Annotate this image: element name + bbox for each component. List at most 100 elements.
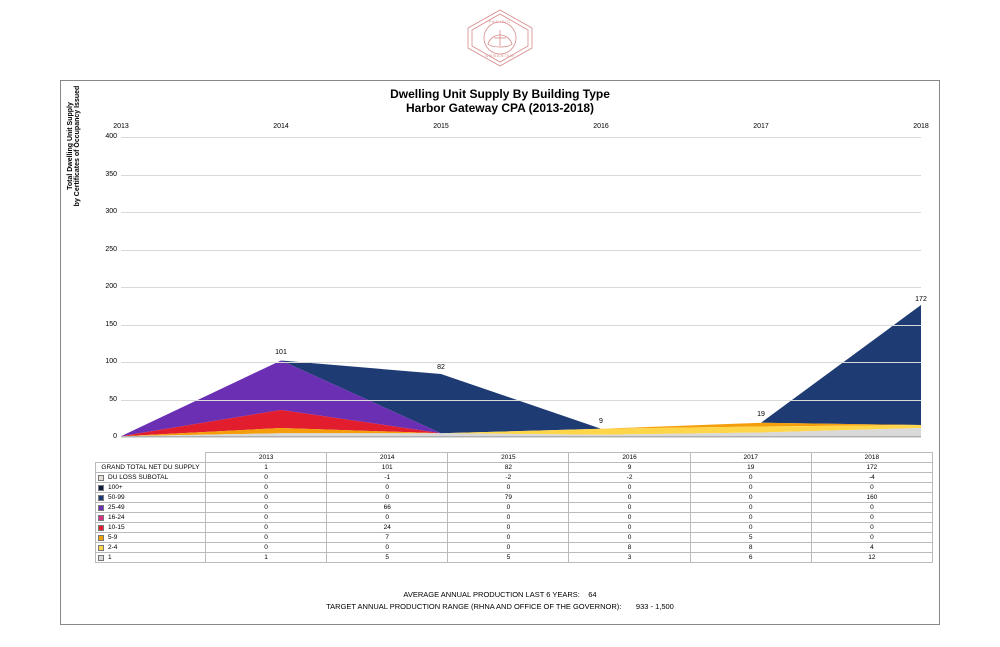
table-cell: 9: [569, 463, 690, 473]
plot: 0501001502002503003504002013201420152016…: [121, 137, 921, 437]
table-row-label: 10-15: [96, 523, 206, 533]
table-row: 16-24000000: [96, 513, 933, 523]
table-cell: 24: [327, 523, 448, 533]
chart-frame: Dwelling Unit Supply By Building Type Ha…: [60, 80, 940, 625]
table-cell: 1: [206, 553, 327, 563]
table-cell: 0: [327, 543, 448, 553]
table-col-header: 2017: [690, 453, 811, 463]
table-cell: 8: [690, 543, 811, 553]
gridline: [121, 137, 921, 138]
footer-target-value: 933 - 1,500: [636, 602, 674, 611]
data-point-label: 19: [757, 411, 765, 418]
table-row-label: GRAND TOTAL NET DU SUPPLY: [96, 463, 206, 473]
table-cell: 5: [448, 553, 569, 563]
table-row: 50-99007900160: [96, 493, 933, 503]
legend-swatch: [98, 485, 104, 491]
table-cell: 160: [811, 493, 932, 503]
logo-text-top: PACIFIC: [489, 19, 511, 24]
table-row: GRAND TOTAL NET DU SUPPLY110182919172: [96, 463, 933, 473]
table-cell: 0: [811, 513, 932, 523]
table-cell: 4: [811, 543, 932, 553]
legend-swatch: [98, 545, 104, 551]
data-table: 201320142015201620172018GRAND TOTAL NET …: [95, 452, 933, 563]
data-point-label: 172: [915, 296, 927, 303]
table-header-row: 201320142015201620172018: [96, 453, 933, 463]
table-row-label: 25-49: [96, 503, 206, 513]
table-cell: 0: [690, 493, 811, 503]
page: PACIFIC URBANISM Dwelling Unit Supply By…: [0, 0, 1000, 647]
gridline: [121, 287, 921, 288]
gridline: [121, 250, 921, 251]
table-cell: 12: [811, 553, 932, 563]
table-cell: -1: [327, 473, 448, 483]
table-cell: 0: [448, 523, 569, 533]
table-col-header: 2015: [448, 453, 569, 463]
table-row: 2-4000884: [96, 543, 933, 553]
table-row: 25-490660000: [96, 503, 933, 513]
table-cell: 0: [569, 513, 690, 523]
table-cell: 0: [206, 513, 327, 523]
legend-swatch: [98, 525, 104, 531]
y-tick-label: 0: [99, 433, 117, 440]
table-cell: 0: [569, 503, 690, 513]
table-row-label: 1: [96, 553, 206, 563]
table-cell: 8: [569, 543, 690, 553]
y-axis-label-text: Total Dwelling Unit Supply by Certificat…: [67, 81, 81, 211]
footer-avg-label: AVERAGE ANNUAL PRODUCTION LAST 6 YEARS:: [403, 590, 579, 599]
table-cell: 0: [448, 533, 569, 543]
table-cell: 7: [327, 533, 448, 543]
table-cell: 3: [569, 553, 690, 563]
table-cell: 0: [327, 513, 448, 523]
y-tick-label: 400: [99, 133, 117, 140]
table-cell: 0: [327, 493, 448, 503]
chart-area: 0501001502002503003504002013201420152016…: [121, 137, 921, 452]
gridline: [121, 400, 921, 401]
x-top-label: 2017: [753, 123, 769, 130]
table-cell: 6: [690, 553, 811, 563]
table-cell: 0: [206, 493, 327, 503]
table-cell: 0: [206, 523, 327, 533]
footer-avg: AVERAGE ANNUAL PRODUCTION LAST 6 YEARS: …: [61, 590, 939, 599]
table-cell: 5: [327, 553, 448, 563]
table-cell: 172: [811, 463, 932, 473]
x-top-label: 2016: [593, 123, 609, 130]
table-cell: -2: [448, 473, 569, 483]
table-row: DU LOSS SUBOTAL0-1-2-20-4: [96, 473, 933, 483]
table-cell: 0: [690, 483, 811, 493]
table-cell: 0: [569, 483, 690, 493]
table-cell: 0: [448, 513, 569, 523]
table-row-label: 2-4: [96, 543, 206, 553]
gridline: [121, 362, 921, 363]
table-cell: 0: [690, 523, 811, 533]
table-cell: -2: [569, 473, 690, 483]
table-cell: 0: [206, 483, 327, 493]
table-cell: -4: [811, 473, 932, 483]
logo-icon: PACIFIC URBANISM: [460, 8, 540, 68]
table-cell: 101: [327, 463, 448, 473]
y-tick-label: 100: [99, 358, 117, 365]
table-cell: 0: [569, 533, 690, 543]
legend-swatch: [98, 515, 104, 521]
chart-title-block: Dwelling Unit Supply By Building Type Ha…: [61, 87, 939, 115]
table-col-header: 2014: [327, 453, 448, 463]
x-top-label: 2018: [913, 123, 929, 130]
table-cell: 0: [327, 483, 448, 493]
footer-target-label: TARGET ANNUAL PRODUCTION RANGE (RHNA AND…: [326, 602, 621, 611]
gridline: [121, 437, 921, 438]
table-cell: 0: [690, 513, 811, 523]
table-cell: 0: [448, 543, 569, 553]
data-point-label: 9: [599, 418, 603, 425]
table-cell: 0: [811, 533, 932, 543]
table-cell: 0: [206, 473, 327, 483]
footer: AVERAGE ANNUAL PRODUCTION LAST 6 YEARS: …: [61, 587, 939, 614]
table-row-label: 5-9: [96, 533, 206, 543]
table-row: 100+000000: [96, 483, 933, 493]
y-tick-label: 250: [99, 246, 117, 253]
y-tick-label: 150: [99, 321, 117, 328]
y-tick-label: 50: [99, 396, 117, 403]
table-row-label: 50-99: [96, 493, 206, 503]
legend-swatch: [98, 535, 104, 541]
table-cell: 82: [448, 463, 569, 473]
legend-swatch: [98, 495, 104, 501]
table-cell: 0: [811, 503, 932, 513]
